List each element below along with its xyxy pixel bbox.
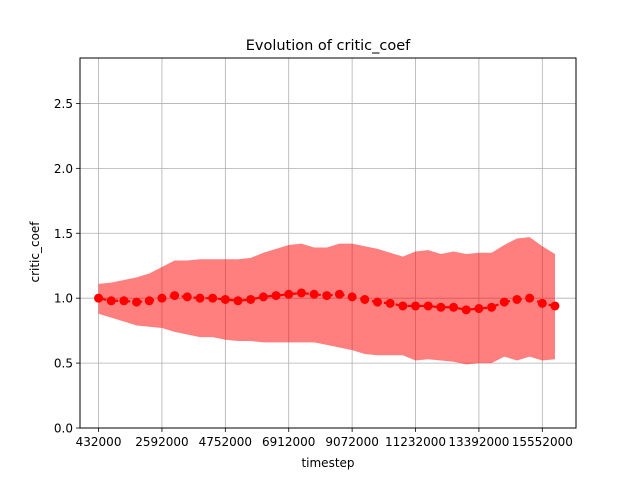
data-point — [512, 294, 522, 304]
data-point — [550, 301, 560, 311]
data-point — [449, 302, 459, 312]
x-tick-label: 11232000 — [385, 435, 446, 449]
x-tick-label: 4752000 — [199, 435, 252, 449]
x-tick-label: 9072000 — [325, 435, 378, 449]
y-axis-label: critic_coef — [28, 221, 42, 283]
chart-title: Evolution of critic_coef — [246, 38, 411, 54]
y-tick-label: 1.5 — [54, 227, 73, 241]
data-point — [436, 302, 446, 312]
data-point — [296, 288, 306, 298]
data-point — [372, 297, 382, 307]
data-point — [347, 292, 357, 302]
data-point — [385, 298, 395, 308]
x-tick-label: 15552000 — [512, 435, 573, 449]
data-point — [208, 293, 218, 303]
data-point — [525, 293, 535, 303]
data-point — [322, 291, 332, 301]
data-point — [309, 289, 319, 299]
y-tick-label: 2.5 — [54, 97, 73, 111]
data-point — [106, 296, 116, 306]
data-point — [423, 301, 433, 311]
confidence-band — [98, 237, 555, 365]
plot-area — [79, 57, 577, 429]
data-point — [284, 289, 294, 299]
x-tick-label: 13392000 — [448, 435, 509, 449]
data-point — [487, 302, 497, 312]
x-axis-ticks: 432000 2592000 4752000 6912000 9072000 112320… — [76, 428, 573, 449]
data-point — [246, 294, 256, 304]
x-axis-label: timestep — [301, 456, 354, 470]
data-point — [233, 296, 243, 306]
data-point — [411, 301, 421, 311]
data-point — [132, 297, 142, 307]
data-point — [499, 297, 509, 307]
data-point — [461, 305, 471, 315]
std-band — [98, 237, 555, 365]
x-tick-label: 432000 — [76, 435, 122, 449]
data-point — [144, 296, 154, 306]
y-tick-label: 2.0 — [54, 162, 73, 176]
series-markers — [94, 288, 560, 315]
y-tick-label: 0.5 — [54, 357, 73, 371]
data-point — [94, 293, 104, 303]
data-point — [398, 301, 408, 311]
data-point — [195, 293, 205, 303]
data-point — [220, 294, 230, 304]
data-point — [334, 289, 344, 299]
y-tick-label: 0.0 — [54, 422, 73, 436]
x-tick-label: 6912000 — [262, 435, 315, 449]
y-tick-label: 1.0 — [54, 292, 73, 306]
plot-frame — [79, 57, 577, 429]
data-point — [271, 291, 281, 301]
y-axis-ticks: 0.0 0.5 1.0 1.5 2.0 2.5 — [54, 97, 80, 436]
data-point — [474, 304, 484, 314]
data-point — [157, 293, 167, 303]
x-tick-label: 2592000 — [135, 435, 188, 449]
data-point — [182, 292, 192, 302]
data-point — [170, 291, 180, 301]
data-point — [360, 294, 370, 304]
data-point — [258, 292, 268, 302]
data-point — [119, 296, 129, 306]
data-point — [537, 298, 547, 308]
plot-background — [80, 58, 576, 428]
